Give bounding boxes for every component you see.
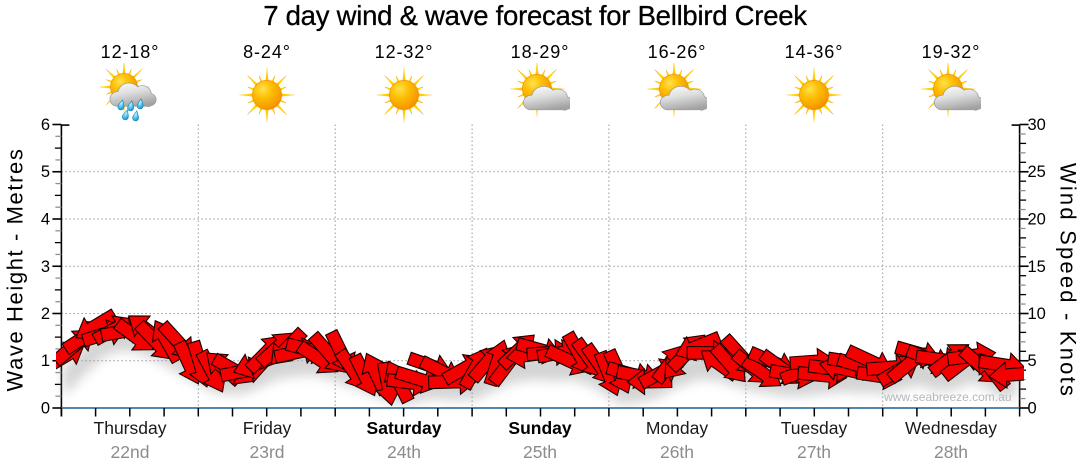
svg-text:2: 2 xyxy=(41,305,50,323)
svg-text:15: 15 xyxy=(1028,258,1046,276)
svg-text:30: 30 xyxy=(1028,116,1046,134)
svg-text:10: 10 xyxy=(1028,305,1046,323)
svg-text:0: 0 xyxy=(1028,400,1037,418)
svg-text:5: 5 xyxy=(1028,352,1037,370)
svg-text:5: 5 xyxy=(41,163,50,181)
svg-text:3: 3 xyxy=(41,258,50,276)
svg-text:1: 1 xyxy=(41,352,50,370)
svg-text:www.seabreeze.com.au: www.seabreeze.com.au xyxy=(883,390,1011,404)
svg-text:0: 0 xyxy=(41,400,50,418)
svg-text:4: 4 xyxy=(41,211,50,229)
svg-text:20: 20 xyxy=(1028,211,1046,229)
svg-text:25: 25 xyxy=(1028,163,1046,181)
svg-text:6: 6 xyxy=(41,116,50,134)
